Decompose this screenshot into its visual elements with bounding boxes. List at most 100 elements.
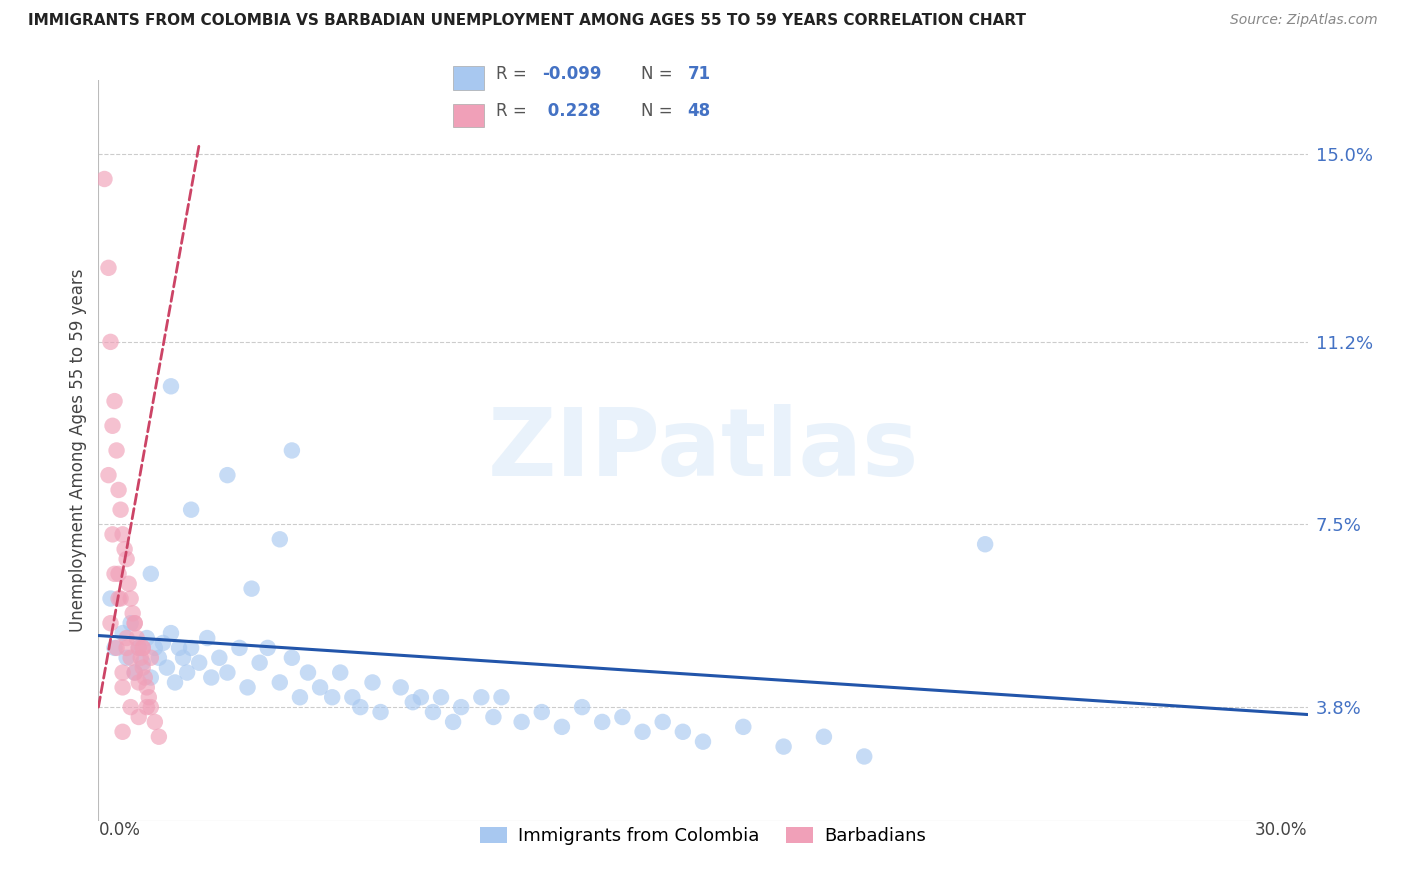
Point [120, 616, 142, 631]
Point [132, 640, 155, 655]
Point [132, 656, 155, 670]
Point [110, 591, 132, 606]
Point [128, 640, 150, 655]
Point [128, 640, 150, 655]
Point [692, 734, 714, 748]
Point [110, 502, 132, 516]
Point [135, 700, 157, 714]
Point [571, 700, 593, 714]
Point [422, 705, 444, 719]
Point [853, 749, 876, 764]
Text: 30.0%: 30.0% [1256, 821, 1308, 838]
Point [103, 566, 125, 581]
Text: 48: 48 [688, 103, 710, 120]
Point [148, 730, 170, 744]
Point [124, 665, 146, 680]
Point [430, 690, 453, 705]
Point [111, 626, 134, 640]
Point [651, 714, 673, 729]
Point [163, 675, 186, 690]
Point [125, 631, 148, 645]
Legend: Immigrants from Colombia, Barbadians: Immigrants from Colombia, Barbadians [472, 820, 934, 853]
Point [349, 700, 371, 714]
Point [148, 650, 170, 665]
Bar [453, 66, 484, 90]
Point [217, 665, 239, 680]
Point [115, 650, 138, 665]
Point [105, 443, 128, 458]
Point [139, 566, 162, 581]
Point [120, 700, 142, 714]
Point [342, 690, 364, 705]
Point [160, 379, 183, 393]
Point [672, 724, 695, 739]
Point [139, 650, 162, 665]
Point [361, 675, 384, 690]
Point [111, 527, 134, 541]
Point [195, 631, 218, 645]
Point [100, 591, 122, 606]
Text: N =: N = [641, 65, 678, 83]
Point [101, 527, 124, 541]
Point [551, 720, 574, 734]
Point [103, 640, 125, 655]
Point [240, 582, 263, 596]
Point [450, 700, 472, 714]
Point [612, 710, 634, 724]
Point [631, 724, 654, 739]
Point [288, 690, 311, 705]
Point [115, 640, 138, 655]
Point [134, 671, 156, 685]
Point [97, 260, 120, 275]
Point [297, 665, 319, 680]
Point [974, 537, 997, 551]
Point [470, 690, 492, 705]
Point [101, 418, 124, 433]
Point [281, 443, 304, 458]
Y-axis label: Unemployment Among Ages 55 to 59 years: Unemployment Among Ages 55 to 59 years [69, 268, 87, 632]
Text: IMMIGRANTS FROM COLOMBIA VS BARBADIAN UNEMPLOYMENT AMONG AGES 55 TO 59 YEARS COR: IMMIGRANTS FROM COLOMBIA VS BARBADIAN UN… [28, 13, 1026, 29]
Point [135, 681, 157, 695]
Point [132, 640, 155, 655]
Point [329, 665, 352, 680]
Point [128, 675, 150, 690]
Point [105, 640, 128, 655]
Point [115, 552, 138, 566]
Point [269, 533, 291, 547]
Point [321, 690, 343, 705]
Point [103, 394, 125, 409]
Point [188, 656, 211, 670]
Text: Source: ZipAtlas.com: Source: ZipAtlas.com [1230, 13, 1378, 28]
Text: -0.099: -0.099 [543, 65, 602, 83]
Point [100, 616, 122, 631]
Point [111, 665, 134, 680]
Point [97, 468, 120, 483]
Text: ZIPatlas: ZIPatlas [488, 404, 918, 497]
Point [107, 483, 129, 497]
Point [591, 714, 613, 729]
Point [135, 631, 157, 645]
Point [139, 671, 162, 685]
Point [152, 636, 174, 650]
Text: R =: R = [496, 103, 531, 120]
Point [249, 656, 271, 670]
Point [115, 631, 138, 645]
Point [813, 730, 835, 744]
Point [256, 640, 278, 655]
Point [93, 172, 115, 186]
Point [124, 616, 146, 631]
Point [236, 681, 259, 695]
Point [132, 660, 155, 674]
Point [111, 681, 134, 695]
Point [510, 714, 533, 729]
Point [156, 660, 179, 674]
Point [138, 690, 160, 705]
Point [180, 502, 202, 516]
Point [409, 690, 432, 705]
Point [114, 542, 136, 557]
Point [441, 714, 464, 729]
Point [172, 650, 194, 665]
Point [772, 739, 794, 754]
Point [309, 681, 332, 695]
Point [482, 710, 505, 724]
